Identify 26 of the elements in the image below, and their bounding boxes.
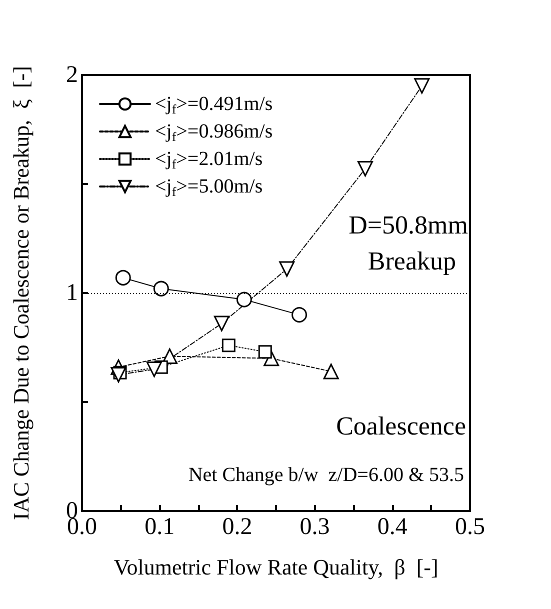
x-tick-label: 0.3 xyxy=(300,514,330,540)
annotation: D=50.8mm xyxy=(348,210,468,240)
annotation: Net Change b/w z/D=6.00 & 53.5 xyxy=(188,464,464,486)
x-tick-label: 0.1 xyxy=(144,514,175,540)
point xyxy=(153,280,169,296)
point xyxy=(323,364,339,380)
point xyxy=(222,338,236,352)
point xyxy=(236,292,252,308)
point xyxy=(292,307,308,323)
point xyxy=(357,160,373,176)
y-axis-title: IAC Change Due to Coalescence or Breakup, ξ [-] xyxy=(8,66,34,520)
point xyxy=(146,362,162,378)
y-tick-label: 2 xyxy=(66,62,78,88)
annotation: Breakup xyxy=(368,246,456,276)
point xyxy=(258,345,272,359)
x-axis-title: Volumetric Flow Rate Quality, β [-] xyxy=(114,554,438,580)
point xyxy=(279,261,295,277)
point xyxy=(414,78,430,94)
x-tick-label: 0.2 xyxy=(222,514,252,540)
point xyxy=(110,367,126,382)
annotation: Coalescence xyxy=(336,412,466,440)
x-tick-label: 0.5 xyxy=(455,514,485,540)
x-tick-label: 0.4 xyxy=(377,514,408,540)
point xyxy=(115,270,131,286)
y-tick-label: 1 xyxy=(66,280,78,306)
point xyxy=(214,316,230,332)
